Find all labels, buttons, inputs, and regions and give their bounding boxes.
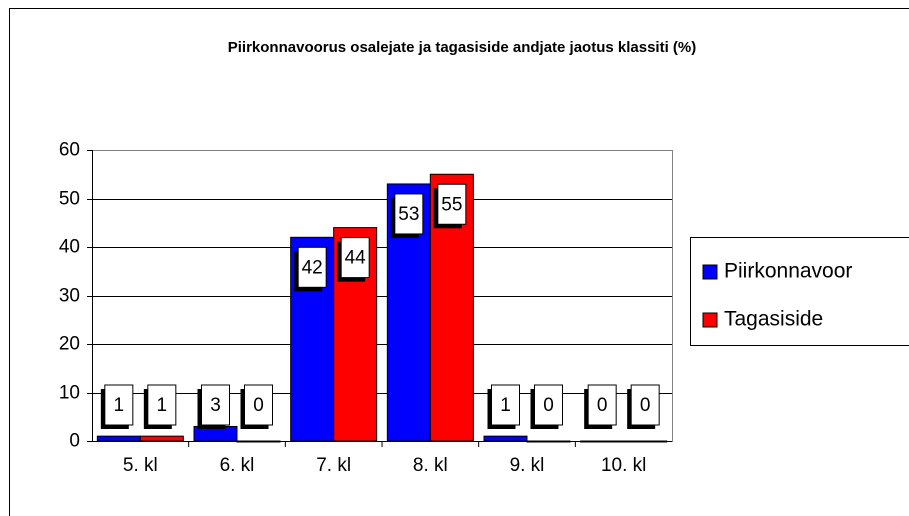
x-tick-label: 8. kl <box>413 455 448 476</box>
data-label: 1 <box>157 395 168 416</box>
data-label-box <box>630 384 660 426</box>
data-label: 0 <box>253 395 264 416</box>
data-label: 53 <box>398 204 419 225</box>
data-label-box <box>104 384 134 426</box>
chart-title: Piirkonnavoorus osalejate ja tagasiside … <box>227 39 697 56</box>
data-label-box <box>201 384 230 426</box>
data-label-box <box>587 384 617 426</box>
data-label-box <box>244 384 273 426</box>
y-tick-label: 10 <box>59 383 80 404</box>
data-label: 42 <box>302 257 323 278</box>
data-label-box <box>491 384 520 426</box>
data-label-box <box>394 193 424 235</box>
bar <box>483 435 528 442</box>
data-label-box <box>534 384 563 426</box>
x-tick-label: 6. kl <box>220 455 255 476</box>
data-label: 3 <box>210 395 221 416</box>
data-label-box <box>147 384 177 426</box>
legend-swatch <box>702 312 718 328</box>
legend-box <box>690 237 909 346</box>
y-tick-label: 50 <box>59 189 80 210</box>
data-label: 55 <box>441 194 462 215</box>
data-label-box <box>340 237 370 279</box>
data-label: 1 <box>114 395 125 416</box>
chart-border <box>9 8 909 516</box>
data-label: 44 <box>345 248 367 269</box>
legend-swatch <box>702 264 718 280</box>
x-tick-label: 5. kl <box>123 455 158 476</box>
legend-label: Piirkonnavoor <box>724 260 852 283</box>
data-label: 0 <box>640 395 651 416</box>
data-label-box <box>297 246 327 288</box>
y-tick-label: 20 <box>59 334 80 355</box>
x-tick-label: 9. kl <box>510 455 545 476</box>
data-label: 1 <box>500 395 511 416</box>
y-tick-label: 60 <box>59 140 80 161</box>
x-tick-label: 7. kl <box>316 455 351 476</box>
legend-label: Tagasiside <box>724 308 823 331</box>
y-tick-label: 40 <box>59 237 80 258</box>
data-label: 0 <box>597 395 608 416</box>
bar <box>96 435 141 442</box>
x-tick-label: 10. kl <box>601 455 646 476</box>
y-tick-label: 30 <box>59 286 80 307</box>
data-label-box <box>437 183 467 225</box>
data-label: 0 <box>543 395 554 416</box>
bar <box>139 435 184 442</box>
y-tick-label: 0 <box>69 431 80 452</box>
